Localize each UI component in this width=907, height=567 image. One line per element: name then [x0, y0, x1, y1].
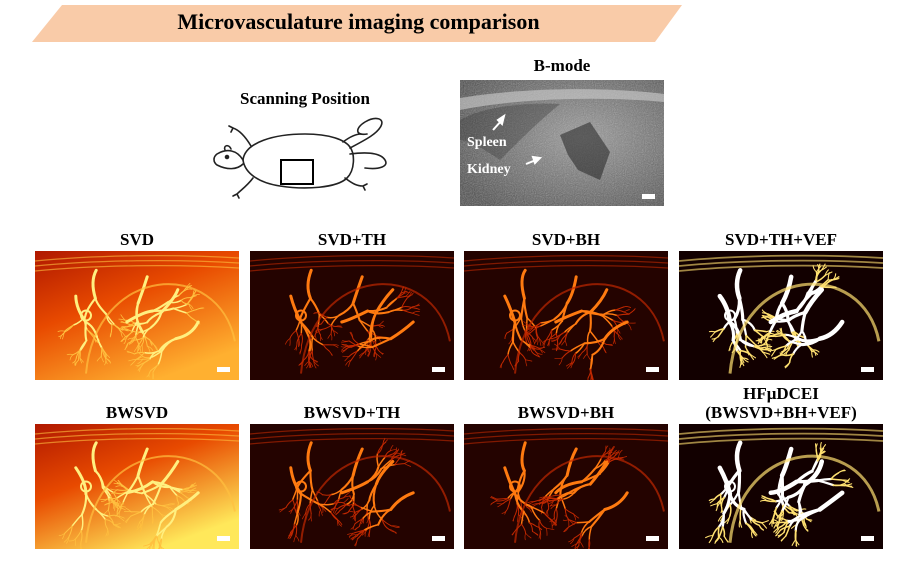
bmode-scalebar — [642, 194, 655, 199]
scalebar — [217, 367, 230, 372]
spleen-annotation: Spleen — [467, 135, 507, 150]
panel-background — [464, 251, 668, 380]
label-hfudcei-method: (BWSVD+BH+VEF) — [705, 403, 857, 422]
panel-svd-th — [250, 251, 454, 380]
bmode-image: Spleen Kidney — [460, 80, 664, 206]
panel-bwsvd-th — [250, 424, 454, 549]
scalebar — [861, 536, 874, 541]
label-bwsvd: BWSVD — [105, 403, 169, 422]
scalebar — [217, 536, 230, 541]
kidney-annotation: Kidney — [467, 162, 511, 177]
annotation-arrows — [492, 113, 543, 165]
scalebar — [646, 367, 659, 372]
panel-hfudcei — [679, 424, 883, 549]
bmode-label: B-mode — [533, 56, 591, 75]
rat-illustration — [205, 112, 395, 202]
scalebar — [432, 367, 445, 372]
scanning-position-label: Scanning Position — [240, 89, 370, 108]
panel-svd-bh — [464, 251, 668, 380]
panel-svd — [35, 251, 239, 380]
label-bwsvd-bh: BWSVD+BH — [517, 403, 615, 422]
title-banner: Microvasculature imaging comparison — [0, 0, 907, 50]
panel-bwsvd-bh — [464, 424, 668, 549]
panel-background — [250, 251, 454, 380]
panel-bwsvd — [35, 424, 239, 549]
scalebar — [432, 536, 445, 541]
label-bwsvd-th: BWSVD+TH — [303, 403, 401, 422]
panel-background — [35, 424, 239, 549]
panel-svd-th-vef — [679, 251, 883, 380]
banner-shape — [32, 5, 682, 42]
scalebar — [646, 536, 659, 541]
scalebar — [861, 367, 874, 372]
label-svd: SVD — [119, 230, 154, 249]
label-hfudcei: HFμDCEI — [743, 384, 819, 403]
figure-title: Microvasculature imaging comparison — [177, 9, 540, 34]
label-svd-bh: SVD+BH — [531, 230, 601, 249]
label-svd-th-vef: SVD+TH+VEF — [725, 230, 837, 249]
label-svd-th: SVD+TH — [317, 230, 387, 249]
